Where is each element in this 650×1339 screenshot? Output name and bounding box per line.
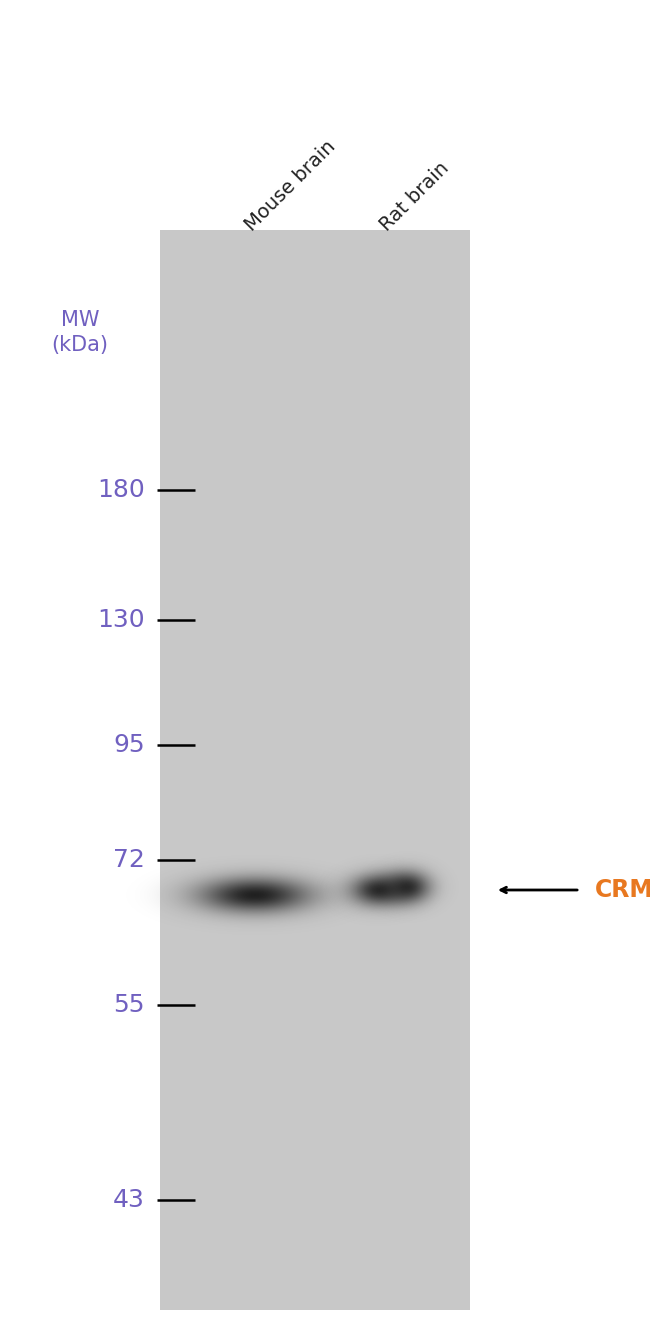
Bar xyxy=(160,230,470,1310)
Text: 130: 130 xyxy=(98,608,145,632)
Text: 72: 72 xyxy=(113,848,145,872)
Text: 95: 95 xyxy=(113,732,145,757)
Text: 43: 43 xyxy=(113,1188,145,1212)
Text: MW
(kDa): MW (kDa) xyxy=(51,311,109,355)
Text: 55: 55 xyxy=(114,994,145,1018)
Text: Rat brain: Rat brain xyxy=(376,158,453,236)
Text: CRMP2: CRMP2 xyxy=(595,878,650,902)
Text: Mouse brain: Mouse brain xyxy=(242,137,339,236)
Text: 180: 180 xyxy=(98,478,145,502)
